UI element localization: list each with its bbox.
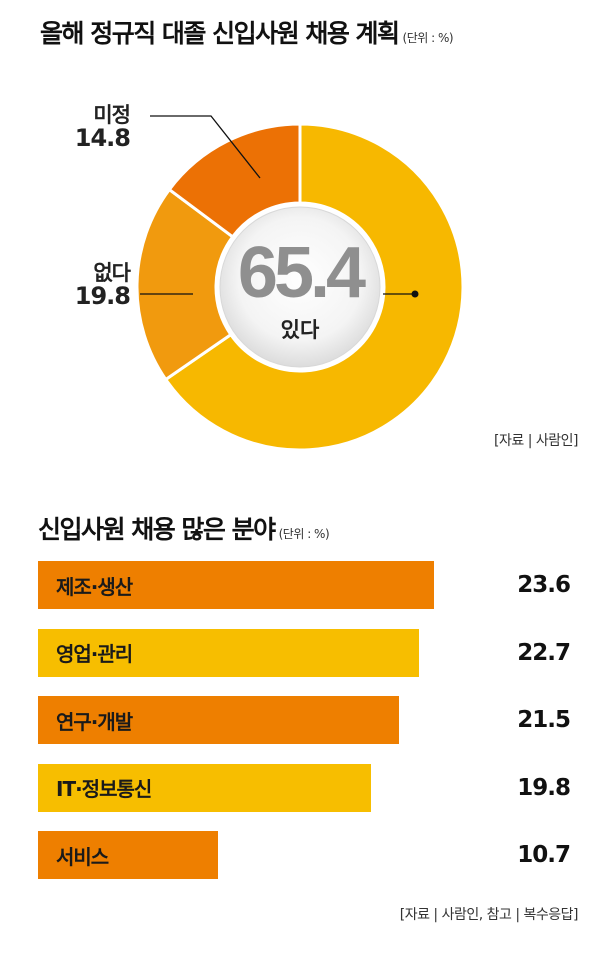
bar-value: 19.8: [517, 774, 571, 801]
bar: IT·정보통신: [38, 763, 371, 812]
slice-value: 14.8: [74, 124, 131, 153]
bar-chart: 제조·생산 23.6 영업·관리 22.7 연구·개발 21.5 IT·정보통신…: [38, 561, 578, 899]
slice-label-undecided: 미정 14.8: [74, 103, 131, 153]
bar-row: 연구·개발 21.5: [38, 696, 578, 744]
bar-unit: (단위 : %): [278, 527, 330, 541]
bar-value: 21.5: [517, 707, 571, 733]
bar-row: 영업·관리 22.7: [38, 628, 578, 677]
bar-value: 22.7: [517, 639, 571, 666]
donut-hole: [219, 206, 381, 368]
donut-chart-title: 올해 정규직 대졸 신입사원 채용 계획 (단위 : %): [40, 19, 454, 48]
bar: 연구·개발: [38, 696, 400, 744]
slice-name: 없다: [93, 261, 131, 285]
donut-slice: [167, 122, 302, 239]
bar: 제조·생산: [38, 561, 435, 609]
bar-row: IT·정보통신 19.8: [38, 763, 578, 812]
bar-row: 제조·생산 23.6: [38, 561, 578, 609]
bar-label: 서비스: [56, 844, 109, 869]
bar-value: 10.7: [517, 842, 571, 868]
donut-source: [자료 | 사람인]: [494, 433, 578, 449]
slice-name: 미정: [93, 103, 131, 127]
slice-name-yes: 있다: [280, 318, 320, 342]
bar: 영업·관리: [38, 628, 420, 677]
donut-slice: [135, 187, 235, 382]
bar-label: 연구·개발: [56, 709, 133, 734]
bar-row: 서비스 10.7: [38, 831, 578, 879]
bar-chart-title: 신입사원 채용 많은 분야 (단위 : %): [38, 515, 330, 544]
donut-chart: [135, 115, 465, 452]
bar: 서비스: [38, 831, 218, 879]
donut-slice: [163, 122, 465, 452]
bar-label: 제조·생산: [56, 574, 133, 599]
slice-label-none: 없다 19.8: [74, 261, 131, 311]
bar-label: IT·정보통신: [56, 777, 152, 801]
slice-value: 19.8: [74, 282, 131, 311]
bar-source: [자료 | 사람인, 참고 | 복수응답]: [399, 907, 579, 923]
slice-value-yes: 65.4: [237, 233, 366, 313]
leader-line-undecided: [150, 115, 261, 179]
donut-unit: (단위 : %): [402, 31, 454, 45]
bar-value: 23.6: [517, 572, 571, 598]
bar-label: 영업·관리: [56, 642, 133, 666]
leader-dot-yes: [411, 290, 419, 298]
